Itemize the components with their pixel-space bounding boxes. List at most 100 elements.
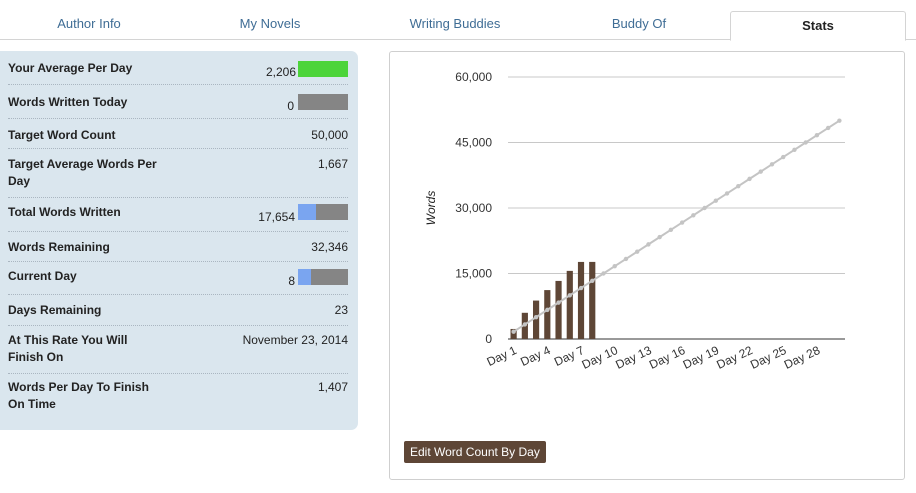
bar xyxy=(532,300,540,339)
stat-row-total-words: Total Words Written 17,654 xyxy=(8,198,348,232)
edit-word-count-button[interactable]: Edit Word Count By Day xyxy=(404,441,546,463)
stat-value: 8 xyxy=(288,274,295,288)
tab-bar: Author Info My Novels Writing Buddies Bu… xyxy=(0,0,916,41)
stat-row-finish-date: At This Rate You Will Finish On November… xyxy=(8,326,348,374)
bar xyxy=(577,261,585,339)
stat-row-words-today: Words Written Today 0 xyxy=(8,85,348,119)
target-point xyxy=(724,191,730,196)
target-point xyxy=(545,307,550,313)
target-point xyxy=(646,242,651,247)
stat-row-target-word-count: Target Word Count 50,000 xyxy=(8,119,348,149)
target-point xyxy=(758,169,763,174)
y-tick-label: 0 xyxy=(485,332,492,346)
tab-writing-buddies[interactable]: Writing Buddies xyxy=(409,16,501,31)
target-point xyxy=(792,147,797,152)
stat-value: 50,000 xyxy=(311,128,348,142)
x-tick-label: Day 22 xyxy=(714,343,755,372)
stat-label: Target Word Count xyxy=(8,128,116,142)
target-point xyxy=(814,133,820,138)
stat-row-words-per-day-to-finish: Words Per Day To Finish On Time 1,407 xyxy=(8,374,348,424)
x-tick-label: Day 4 xyxy=(518,343,553,369)
x-tick-label: Day 16 xyxy=(647,343,688,372)
stat-value: November 23, 2014 xyxy=(242,333,348,347)
stat-value: 1,407 xyxy=(317,380,348,394)
stat-label: Words Per Day To Finish On Time xyxy=(8,380,149,411)
word-count-chart: 0 15,000 30,000 45,000 60,000 Words Day 1 Day 4… xyxy=(424,70,845,372)
target-point xyxy=(679,220,685,225)
progress-bar xyxy=(298,61,348,77)
target-point xyxy=(668,227,674,233)
stat-label: Your Average Per Day xyxy=(8,61,133,75)
target-line xyxy=(513,119,840,333)
x-tick-label: Day 28 xyxy=(782,343,823,372)
bar xyxy=(510,328,517,339)
stat-value: 0 xyxy=(287,99,294,113)
stat-label: At This Rate You Will Finish On xyxy=(8,333,128,364)
target-point xyxy=(556,300,561,305)
x-tick-label: Day 10 xyxy=(580,343,621,372)
stat-value: 23 xyxy=(334,303,348,317)
word-count-chart-panel: 0 15,000 30,000 45,000 60,000 Words Day 1 Day 4… xyxy=(389,51,905,480)
target-point xyxy=(781,154,786,160)
target-point xyxy=(702,205,707,211)
progress-bar xyxy=(298,94,348,110)
tab-buddy-of[interactable]: Buddy Of xyxy=(611,16,667,31)
target-point xyxy=(837,118,842,123)
target-point xyxy=(691,213,696,218)
target-point xyxy=(511,329,516,334)
target-point xyxy=(578,285,584,291)
progress-bar xyxy=(298,204,348,220)
x-tick-label: Day 13 xyxy=(613,343,654,372)
x-tick-label: Day 19 xyxy=(681,343,722,372)
stat-label: Current Day xyxy=(8,269,77,283)
stat-label: Target Average Words Per Day xyxy=(8,157,157,188)
stat-value: 17,654 xyxy=(258,210,295,224)
stat-row-average-per-day: Your Average Per Day 2,206 xyxy=(8,51,348,85)
tab-bar-divider xyxy=(0,39,916,40)
target-point xyxy=(713,198,719,203)
stat-value: 32,346 xyxy=(311,240,348,254)
stat-row-words-remaining: Words Remaining 32,346 xyxy=(8,232,348,262)
stat-label: Words Remaining xyxy=(8,240,110,254)
y-axis-label: Words xyxy=(424,191,438,226)
target-point xyxy=(803,140,808,145)
bar xyxy=(555,280,562,339)
target-point xyxy=(612,264,617,269)
stat-row-target-average: Target Average Words Per Day 1,667 xyxy=(8,149,348,198)
tab-my-novels[interactable]: My Novels xyxy=(239,16,301,31)
y-tick-label: 15,000 xyxy=(455,267,492,281)
bar xyxy=(566,270,573,339)
target-point xyxy=(522,322,528,327)
y-tick-label: 60,000 xyxy=(455,70,492,84)
stats-panel: Your Average Per Day 2,206 Words Written… xyxy=(0,51,358,430)
y-tick-label: 30,000 xyxy=(455,201,492,215)
target-point xyxy=(567,293,572,298)
y-tick-label: 45,000 xyxy=(455,136,492,150)
stat-row-current-day: Current Day 8 xyxy=(8,262,348,295)
stat-label: Total Words Written xyxy=(8,205,121,219)
stat-label: Words Written Today xyxy=(8,95,128,109)
progress-fill xyxy=(298,61,348,77)
progress-bar xyxy=(298,269,348,285)
stat-value: 1,667 xyxy=(317,157,348,171)
target-point xyxy=(601,271,606,276)
progress-fill xyxy=(298,269,311,285)
target-point xyxy=(623,256,629,262)
stat-value: 2,206 xyxy=(265,65,296,79)
stat-label: Days Remaining xyxy=(8,303,102,317)
target-point xyxy=(533,314,539,320)
tab-stats[interactable]: Stats xyxy=(730,11,906,41)
target-point xyxy=(590,278,595,283)
target-point xyxy=(825,125,831,131)
stat-row-days-remaining: Days Remaining 23 xyxy=(8,295,348,326)
x-tick-label: Day 25 xyxy=(748,343,789,372)
target-point xyxy=(657,234,662,240)
tab-author-info[interactable]: Author Info xyxy=(57,16,121,31)
bar xyxy=(589,261,596,339)
target-point xyxy=(634,249,640,254)
bar xyxy=(544,290,551,339)
target-point xyxy=(747,176,752,182)
x-tick-label: Day 1 xyxy=(485,343,520,369)
target-point xyxy=(736,183,741,189)
progress-fill xyxy=(298,204,316,220)
